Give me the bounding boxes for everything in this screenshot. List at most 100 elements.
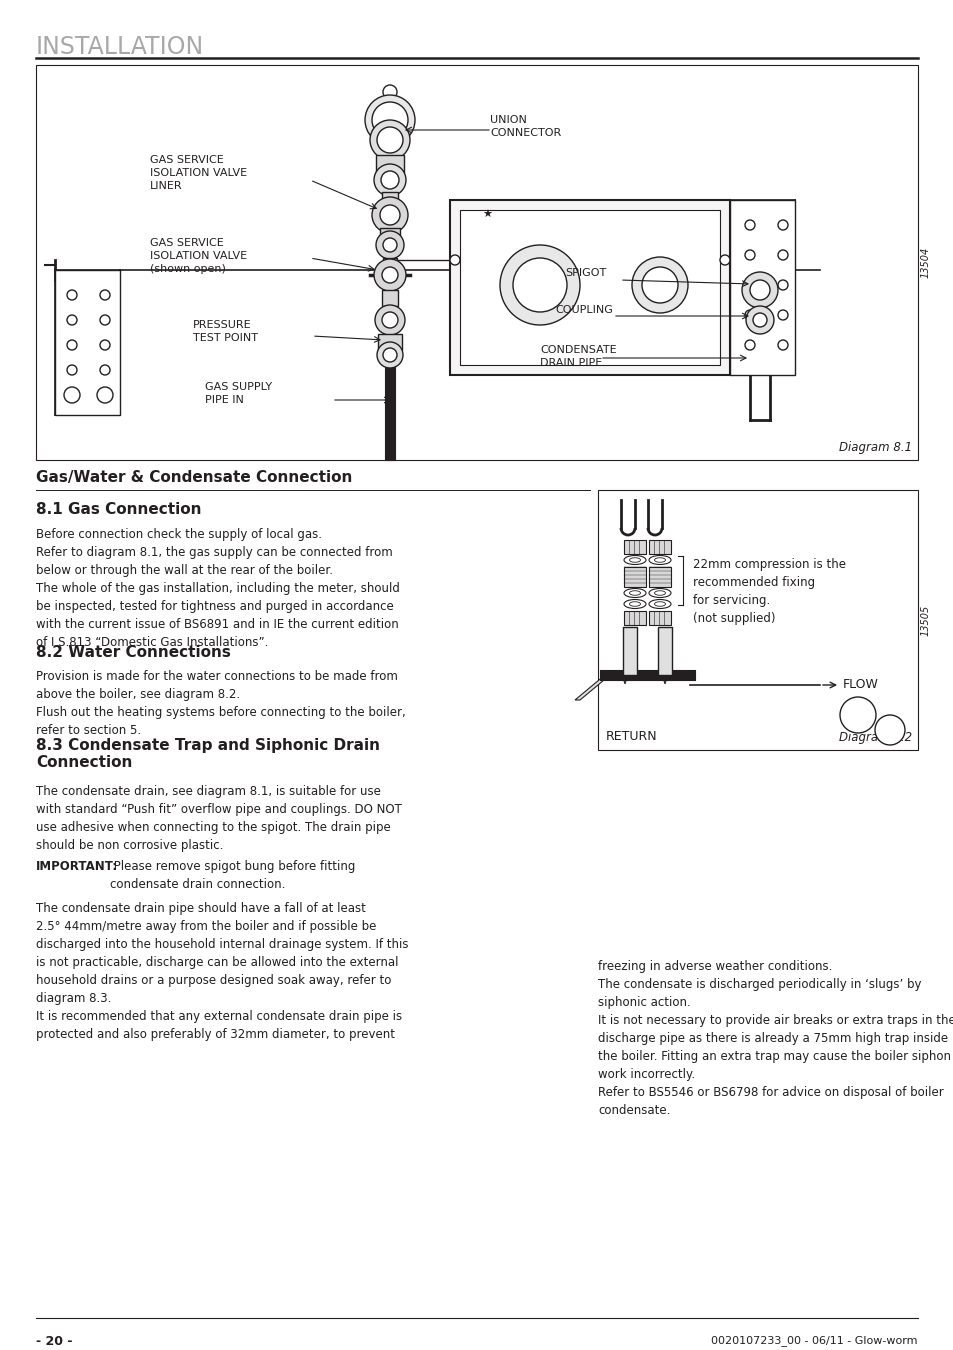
Ellipse shape — [648, 599, 670, 609]
Bar — [36, 65, 917, 460]
Circle shape — [375, 305, 405, 335]
Circle shape — [376, 127, 402, 153]
Circle shape — [382, 85, 396, 99]
Circle shape — [744, 250, 754, 261]
Circle shape — [67, 364, 77, 375]
Ellipse shape — [648, 589, 670, 598]
Circle shape — [778, 340, 787, 350]
Text: COUPLING: COUPLING — [555, 305, 612, 315]
Ellipse shape — [654, 602, 665, 606]
Circle shape — [381, 312, 397, 328]
Ellipse shape — [629, 591, 639, 595]
Circle shape — [381, 267, 397, 284]
Circle shape — [374, 163, 406, 196]
Circle shape — [382, 238, 396, 252]
Text: PRESSURE
TEST POINT: PRESSURE TEST POINT — [193, 320, 257, 343]
Bar — [375, 155, 403, 173]
Text: The condensate drain pipe should have a fall of at least
2.5° 44mm/metre away fr: The condensate drain pipe should have a … — [36, 902, 408, 1041]
Ellipse shape — [654, 558, 665, 562]
Ellipse shape — [654, 591, 665, 595]
Bar — [622, 626, 637, 675]
Text: RETURN: RETURN — [605, 730, 657, 742]
Circle shape — [380, 171, 398, 189]
Circle shape — [513, 258, 566, 312]
Text: The condensate drain, see diagram 8.1, is suitable for use
with standard “Push f: The condensate drain, see diagram 8.1, i… — [36, 784, 401, 852]
Bar — [377, 333, 401, 350]
Circle shape — [752, 313, 766, 327]
Circle shape — [100, 290, 110, 300]
Text: UNION
CONNECTOR: UNION CONNECTOR — [490, 115, 560, 138]
Circle shape — [100, 315, 110, 325]
Circle shape — [744, 340, 754, 350]
Bar — [648, 567, 670, 587]
Text: GAS SERVICE
ISOLATION VALVE
(shown open): GAS SERVICE ISOLATION VALVE (shown open) — [150, 238, 247, 274]
Bar — [623, 612, 645, 625]
Circle shape — [745, 306, 773, 333]
Text: GAS SERVICE
ISOLATION VALVE
LINER: GAS SERVICE ISOLATION VALVE LINER — [150, 155, 247, 190]
Text: 8.2 Water Connections: 8.2 Water Connections — [36, 645, 231, 660]
Text: 8.3 Condensate Trap and Siphonic Drain
Connection: 8.3 Condensate Trap and Siphonic Drain C… — [36, 738, 379, 771]
Text: Provision is made for the water connections to be made from
above the boiler, se: Provision is made for the water connecti… — [36, 670, 405, 737]
Bar — [386, 306, 394, 312]
Circle shape — [382, 348, 396, 362]
Text: FLOW: FLOW — [842, 679, 878, 691]
Bar — [55, 270, 120, 414]
Circle shape — [67, 340, 77, 350]
Text: Diagram 8.2: Diagram 8.2 — [838, 730, 911, 744]
Circle shape — [100, 364, 110, 375]
Text: ★: ★ — [481, 211, 492, 220]
Circle shape — [372, 103, 408, 138]
Text: Gas/Water & Condensate Connection: Gas/Water & Condensate Connection — [36, 470, 352, 485]
Circle shape — [778, 250, 787, 261]
Bar — [658, 626, 671, 675]
Circle shape — [744, 279, 754, 290]
Circle shape — [375, 231, 403, 259]
Bar — [648, 540, 670, 553]
Circle shape — [450, 255, 459, 265]
Ellipse shape — [623, 555, 645, 564]
Ellipse shape — [623, 599, 645, 609]
Bar — [623, 540, 645, 553]
Circle shape — [67, 290, 77, 300]
Text: freezing in adverse weather conditions.
The condensate is discharged periodicall: freezing in adverse weather conditions. … — [598, 960, 953, 1116]
Circle shape — [741, 271, 778, 308]
Text: SPIGOT: SPIGOT — [564, 269, 605, 278]
Bar — [450, 200, 729, 375]
Circle shape — [372, 197, 408, 234]
Circle shape — [365, 95, 415, 144]
Text: Diagram 8.1: Diagram 8.1 — [838, 441, 911, 454]
Polygon shape — [575, 675, 609, 701]
Text: IMPORTANT:: IMPORTANT: — [36, 860, 118, 873]
Circle shape — [778, 220, 787, 230]
Bar — [459, 211, 720, 364]
Circle shape — [64, 387, 80, 404]
Bar — [729, 200, 794, 375]
Circle shape — [840, 697, 875, 733]
Circle shape — [744, 220, 754, 230]
Text: 8.1 Gas Connection: 8.1 Gas Connection — [36, 502, 201, 517]
Text: CONDENSATE
DRAIN PIPE: CONDENSATE DRAIN PIPE — [539, 346, 616, 367]
Text: - 20 -: - 20 - — [36, 1335, 72, 1349]
Circle shape — [744, 310, 754, 320]
Circle shape — [720, 255, 729, 265]
Text: Please remove spigot bung before fitting
condensate drain connection.: Please remove spigot bung before fitting… — [110, 860, 355, 891]
Ellipse shape — [629, 602, 639, 606]
Circle shape — [370, 120, 410, 161]
Bar — [381, 290, 397, 306]
Ellipse shape — [623, 589, 645, 598]
Ellipse shape — [629, 558, 639, 562]
Circle shape — [374, 259, 406, 292]
Circle shape — [100, 340, 110, 350]
Bar — [648, 612, 670, 625]
Bar — [598, 490, 917, 751]
Circle shape — [631, 256, 687, 313]
Circle shape — [641, 267, 678, 302]
Bar — [382, 258, 396, 269]
Text: 22mm compression is the
recommended fixing
for servicing.
(not supplied): 22mm compression is the recommended fixi… — [692, 558, 845, 625]
Circle shape — [376, 342, 402, 369]
Circle shape — [67, 315, 77, 325]
Bar — [623, 567, 645, 587]
Bar — [379, 228, 399, 248]
Circle shape — [379, 205, 399, 225]
Circle shape — [778, 310, 787, 320]
